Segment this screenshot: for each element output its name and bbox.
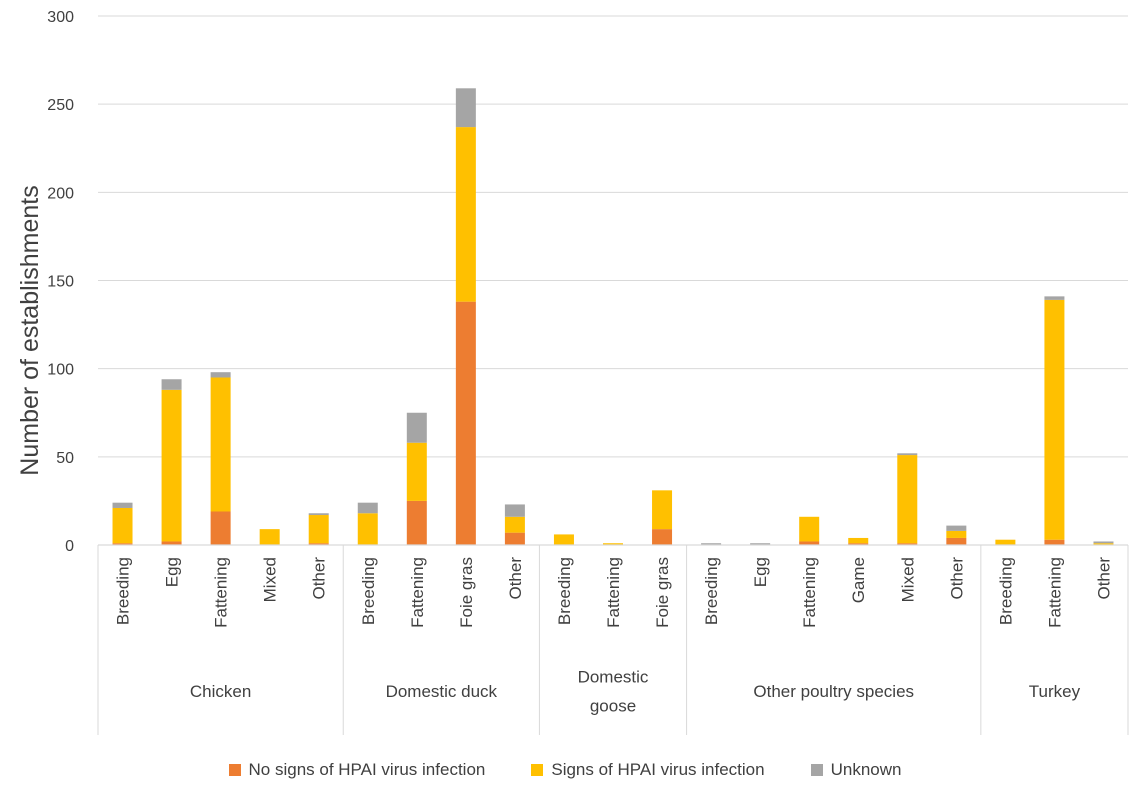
category-label: Breeding — [996, 557, 1015, 625]
bar-segment-no-signs — [946, 537, 967, 545]
category-label: Mixed — [898, 557, 917, 602]
bar-segment-signs — [259, 529, 280, 545]
bar-segment-signs — [553, 534, 574, 545]
legend-label: Unknown — [830, 760, 902, 779]
y-tick-label: 150 — [47, 274, 74, 291]
group-label: Domestic duck — [386, 682, 498, 701]
category-label: Fattening — [604, 557, 623, 628]
category-label: Breeding — [359, 557, 378, 625]
y-tick-label: 250 — [47, 97, 74, 114]
category-label: Other — [1094, 557, 1113, 600]
legend-swatch — [531, 764, 544, 776]
category-label: Breeding — [702, 557, 721, 625]
bar-segment-no-signs — [112, 543, 133, 545]
bar-segment-signs — [1093, 543, 1114, 545]
bar-segment-signs — [161, 389, 182, 542]
category-label: Fattening — [408, 557, 427, 628]
category-label: Other — [506, 557, 525, 600]
bar-segment-no-signs — [652, 529, 673, 545]
bar-segment-no-signs — [897, 543, 918, 545]
y-tick-label: 0 — [65, 538, 74, 555]
bar-segment-no-signs — [455, 301, 476, 545]
stacked-bar-chart: 0 50 100 150 200 250 300 Number of establishmen… — [16, 9, 1129, 735]
bar-segment-no-signs — [308, 543, 329, 545]
bar-segment-no-signs — [1044, 539, 1065, 545]
category-label: Fattening — [800, 557, 819, 628]
category-label: Breeding — [114, 557, 133, 625]
chart-legend: No signs of HPAI virus infection Signs of… — [0, 760, 1130, 780]
bar-segment-unknown — [897, 453, 918, 456]
bar-segment-signs — [308, 515, 329, 544]
category-label: Egg — [163, 557, 182, 587]
legend-item: No signs of HPAI virus infection — [228, 760, 486, 780]
bar-segment-unknown — [455, 88, 476, 128]
category-label: Game — [849, 557, 868, 603]
bar-segment-unknown — [161, 379, 182, 390]
bar-segment-signs — [995, 539, 1016, 545]
bar-segment-unknown — [357, 502, 378, 514]
legend-label: Signs of HPAI virus infection — [551, 760, 765, 779]
bar-segment-unknown — [308, 513, 329, 516]
bar-segment-unknown — [1093, 541, 1114, 544]
y-tick-label: 50 — [56, 450, 74, 467]
bar-segment-signs — [946, 530, 967, 538]
bar-segment-signs — [799, 516, 820, 542]
group-label: Other poultry species — [753, 682, 914, 701]
bar-segment-signs — [406, 442, 427, 501]
y-tick-label: 100 — [47, 362, 74, 379]
category-label: Fattening — [212, 557, 231, 628]
bar-segment-signs — [504, 516, 525, 533]
category-label: Foie gras — [653, 557, 672, 628]
group-label: goose — [590, 697, 636, 716]
group-label: Domestic — [578, 668, 649, 687]
bar-segment-unknown — [701, 543, 722, 545]
bar-segment-no-signs — [406, 500, 427, 545]
category-label: Other — [310, 557, 329, 600]
bar-segment-signs — [357, 513, 378, 545]
bar-segment-no-signs — [504, 532, 525, 545]
bar-segment-no-signs — [161, 541, 182, 545]
group-label: Turkey — [1029, 682, 1081, 701]
bar-segment-signs — [652, 490, 673, 530]
bar-segment-unknown — [210, 372, 231, 378]
bar-segment-signs — [603, 543, 623, 545]
category-label: Other — [947, 557, 966, 600]
bar-segment-unknown — [112, 502, 133, 508]
legend-swatch — [810, 764, 823, 776]
bar-segment-signs — [1044, 299, 1065, 540]
bar-segment-signs — [210, 377, 231, 512]
legend-swatch — [228, 764, 241, 776]
y-axis-title: Number of establishments — [16, 185, 44, 475]
bar-segment-no-signs — [799, 541, 820, 545]
bar-segment-unknown — [1044, 296, 1065, 300]
group-label: Chicken — [190, 682, 251, 701]
legend-item: Signs of HPAI virus infection — [531, 760, 765, 780]
bar-segment-no-signs — [848, 543, 869, 545]
bar-segment-signs — [112, 507, 133, 544]
bar-segment-signs — [848, 537, 869, 544]
category-label: Breeding — [555, 557, 574, 625]
bar-segment-unknown — [946, 525, 967, 531]
category-label: Foie gras — [457, 557, 476, 628]
bar-segment-no-signs — [210, 511, 231, 545]
category-label: Mixed — [261, 557, 280, 602]
legend-label: No signs of HPAI virus infection — [248, 760, 486, 779]
category-label: Egg — [751, 557, 770, 587]
bar-segment-unknown — [504, 504, 525, 517]
category-label: Fattening — [1045, 557, 1064, 628]
legend-item: Unknown — [810, 760, 902, 780]
bar-segment-unknown — [406, 412, 427, 443]
bar-segment-unknown — [750, 543, 771, 545]
y-tick-label: 300 — [47, 9, 74, 26]
y-tick-label: 200 — [47, 185, 74, 202]
bar-segment-signs — [455, 127, 476, 302]
bar-segment-signs — [897, 455, 918, 544]
